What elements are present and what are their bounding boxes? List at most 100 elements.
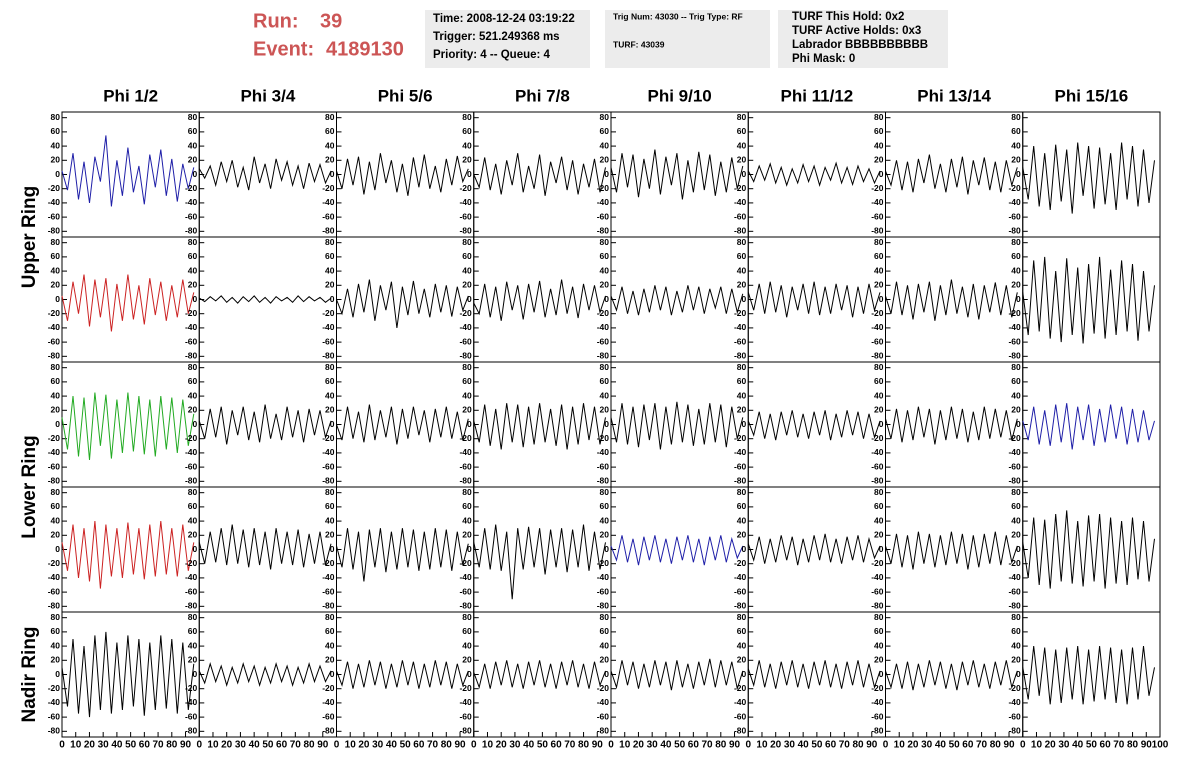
x-tick-label: 80	[715, 740, 727, 751]
x-tick-label: 40	[523, 740, 535, 751]
y-tick-label: 0	[467, 544, 472, 554]
y-tick-label: -80	[185, 351, 198, 361]
x-tick-label: 90	[1141, 740, 1153, 751]
y-tick-label: 80	[325, 612, 335, 622]
y-tick-label: -80	[734, 351, 747, 361]
y-tick-label: 80	[462, 487, 472, 497]
y-tick-label: 20	[325, 530, 335, 540]
x-tick-label: 80	[441, 740, 453, 751]
waveform	[885, 406, 1018, 445]
waveform	[61, 631, 195, 718]
info-text: TURF Active Holds: 0x3	[792, 25, 921, 37]
y-tick-label: -60	[459, 711, 472, 721]
y-tick-label: -80	[1008, 726, 1021, 736]
y-tick-label: -60	[1008, 711, 1021, 721]
y-tick-label: -20	[871, 558, 884, 568]
x-tick-label: 90	[180, 740, 192, 751]
x-tick-label: 80	[852, 740, 864, 751]
y-tick-label: 60	[188, 501, 198, 511]
y-tick-label: -40	[871, 197, 884, 207]
y-tick-label: 60	[737, 126, 747, 136]
x-tick-label: 30	[98, 740, 110, 751]
y-tick-label: 0	[879, 669, 884, 679]
y-tick-label: -60	[185, 461, 198, 471]
y-tick-label: 20	[737, 530, 747, 540]
y-tick-label: -80	[185, 601, 198, 611]
y-tick-label: 20	[600, 655, 610, 665]
y-tick-label: 20	[188, 530, 198, 540]
y-tick-label: 60	[188, 376, 198, 386]
column-label: Phi 5/6	[378, 86, 433, 105]
panel-frame	[336, 111, 475, 238]
y-tick-label: -80	[322, 726, 335, 736]
waveform	[885, 154, 1018, 195]
waveform	[747, 660, 881, 690]
x-tick-label: 50	[400, 740, 412, 751]
y-tick-label: -80	[48, 726, 61, 736]
waveform	[885, 531, 1018, 570]
y-tick-label: -40	[322, 197, 335, 207]
y-tick-label: 60	[325, 501, 335, 511]
y-tick-label: -80	[597, 351, 610, 361]
y-tick-label: -80	[734, 726, 747, 736]
y-tick-label: 40	[462, 140, 472, 150]
y-tick-label: 0	[1016, 169, 1021, 179]
y-tick-label: 60	[462, 126, 472, 136]
y-tick-label: 80	[462, 112, 472, 122]
run-label: Run:	[253, 10, 299, 32]
y-tick-label: 40	[462, 640, 472, 650]
y-tick-label: -20	[597, 683, 610, 693]
info-text: Trigger: 521.249368 ms	[433, 31, 560, 43]
y-tick-label: 40	[325, 265, 335, 275]
y-tick-label: -20	[597, 558, 610, 568]
info-text: TURF This Hold: 0x2	[792, 11, 904, 23]
y-tick-label: -80	[1008, 351, 1021, 361]
waveform	[61, 521, 195, 589]
y-tick-label: 80	[874, 362, 884, 372]
y-tick-label: -20	[871, 683, 884, 693]
y-tick-label: 80	[737, 362, 747, 372]
y-tick-label: 80	[325, 487, 335, 497]
x-tick-label: 80	[578, 740, 590, 751]
y-tick-label: 60	[1011, 501, 1021, 511]
y-tick-label: -60	[48, 461, 61, 471]
y-tick-label: 60	[874, 501, 884, 511]
y-tick-label: 60	[1011, 626, 1021, 636]
info-text: Time: 2008-12-24 03:19:22	[433, 13, 575, 25]
y-tick-label: -20	[185, 683, 198, 693]
y-tick-label: 20	[874, 530, 884, 540]
x-tick-label: 30	[1058, 740, 1070, 751]
y-tick-label: 0	[1016, 419, 1021, 429]
y-tick-label: 20	[1011, 280, 1021, 290]
x-tick-label: 70	[427, 740, 439, 751]
y-tick-label: 20	[325, 280, 335, 290]
x-tick-label: 0	[608, 740, 614, 751]
row-label: Lower Ring	[19, 435, 40, 538]
y-tick-label: 80	[51, 612, 61, 622]
y-tick-label: -60	[185, 211, 198, 221]
y-tick-label: -60	[597, 211, 610, 221]
x-tick-label: 30	[921, 740, 933, 751]
waveform	[336, 279, 469, 328]
y-tick-label: 60	[462, 501, 472, 511]
waveform	[199, 295, 332, 304]
x-tick-label: 30	[509, 740, 521, 751]
y-tick-label: -20	[459, 558, 472, 568]
y-tick-label: 0	[879, 294, 884, 304]
y-tick-label: 20	[462, 530, 472, 540]
x-tick-label: 70	[976, 740, 988, 751]
y-tick-label: -40	[871, 447, 884, 457]
y-tick-label: -20	[597, 308, 610, 318]
y-tick-label: 20	[737, 155, 747, 165]
y-tick-label: -80	[459, 726, 472, 736]
y-tick-label: 40	[1011, 515, 1021, 525]
y-tick-label: 40	[600, 140, 610, 150]
y-tick-label: 20	[188, 655, 198, 665]
y-tick-label: 60	[737, 251, 747, 261]
waveform	[1022, 510, 1155, 589]
column-label: Phi 7/8	[515, 86, 570, 105]
y-tick-label: -40	[1008, 572, 1021, 582]
y-tick-label: 20	[600, 405, 610, 415]
x-tick-label: 40	[386, 740, 398, 751]
x-tick-label: 80	[1127, 740, 1139, 751]
